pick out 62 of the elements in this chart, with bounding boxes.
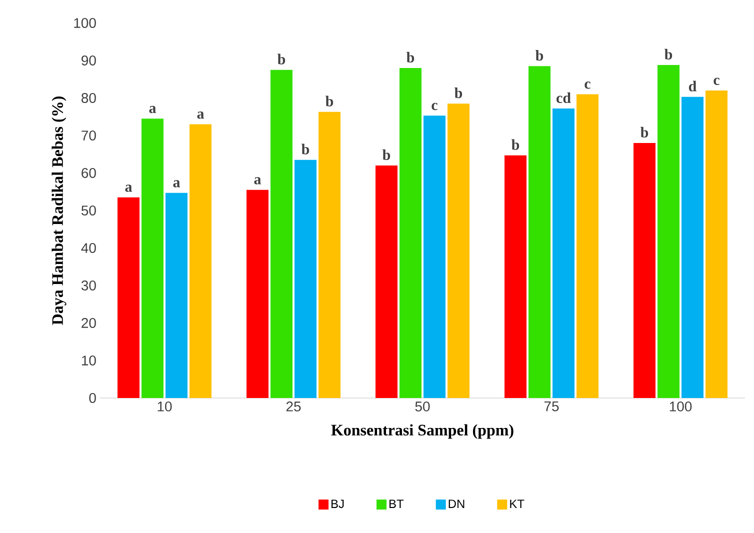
bar bbox=[682, 96, 704, 398]
legend-label: BJ bbox=[332, 500, 344, 508]
bar bbox=[634, 142, 656, 398]
bar bbox=[504, 155, 527, 398]
y-tick-label: 60 bbox=[82, 168, 96, 178]
data-label: a bbox=[149, 106, 156, 114]
y-tick-label: 90 bbox=[82, 56, 96, 66]
data-label: b bbox=[640, 126, 648, 138]
y-tick-label: 0 bbox=[89, 393, 96, 403]
data-label: a bbox=[197, 112, 204, 119]
data-label: b bbox=[664, 48, 672, 60]
data-label: b bbox=[382, 149, 390, 160]
data-label: cd bbox=[556, 92, 571, 103]
legend-label: DN bbox=[448, 500, 464, 508]
data-label: a bbox=[125, 184, 132, 192]
y-tick-label: 50 bbox=[81, 206, 96, 216]
bar bbox=[658, 64, 680, 398]
y-tick-label: 20 bbox=[82, 318, 96, 328]
data-label: b bbox=[278, 54, 286, 64]
y-tick-label: 30 bbox=[81, 280, 96, 290]
bar bbox=[270, 70, 293, 398]
x-tick-label: 50 bbox=[415, 402, 430, 412]
x-tick-label: 100 bbox=[670, 402, 692, 412]
y-tick-label: 70 bbox=[82, 130, 96, 140]
bar bbox=[400, 68, 422, 398]
y-tick-label: 40 bbox=[81, 243, 96, 253]
x-tick-label: 10 bbox=[158, 402, 172, 412]
x-tick-label: 25 bbox=[286, 402, 301, 412]
legend-label: BT bbox=[389, 500, 404, 508]
legend-label: KT bbox=[510, 500, 524, 508]
data-label: c bbox=[584, 82, 590, 89]
bar bbox=[706, 90, 728, 398]
y-tick-label: 100 bbox=[74, 18, 96, 28]
bar bbox=[424, 116, 446, 398]
data-label: c bbox=[714, 78, 720, 85]
x-axis-title: Konsentrasi Sampel (ppm) bbox=[331, 424, 514, 439]
bar bbox=[118, 197, 140, 398]
data-label: b bbox=[536, 50, 544, 61]
bar bbox=[294, 160, 317, 398]
data-label: b bbox=[454, 88, 462, 98]
data-label: d bbox=[688, 80, 697, 92]
bar bbox=[246, 190, 269, 398]
x-tick-label: 75 bbox=[544, 402, 559, 412]
bar bbox=[190, 124, 212, 398]
y-axis-title: Daya Hambat Radikal Bebas (%) bbox=[52, 96, 66, 325]
data-label: b bbox=[512, 139, 520, 150]
bar bbox=[552, 108, 575, 398]
data-label: a bbox=[173, 180, 180, 188]
bar bbox=[448, 104, 470, 398]
data-label: c bbox=[432, 102, 438, 110]
bar bbox=[528, 66, 551, 398]
bar bbox=[376, 165, 398, 398]
bar bbox=[576, 94, 599, 398]
data-label: b bbox=[406, 52, 414, 62]
bar bbox=[318, 112, 341, 398]
bar bbox=[166, 192, 188, 398]
data-label: b bbox=[302, 144, 310, 154]
bar bbox=[142, 118, 164, 398]
y-tick-label: 80 bbox=[82, 93, 96, 103]
data-label: b bbox=[326, 96, 334, 106]
data-label: a bbox=[254, 177, 262, 184]
y-tick-label: 10 bbox=[82, 356, 96, 366]
